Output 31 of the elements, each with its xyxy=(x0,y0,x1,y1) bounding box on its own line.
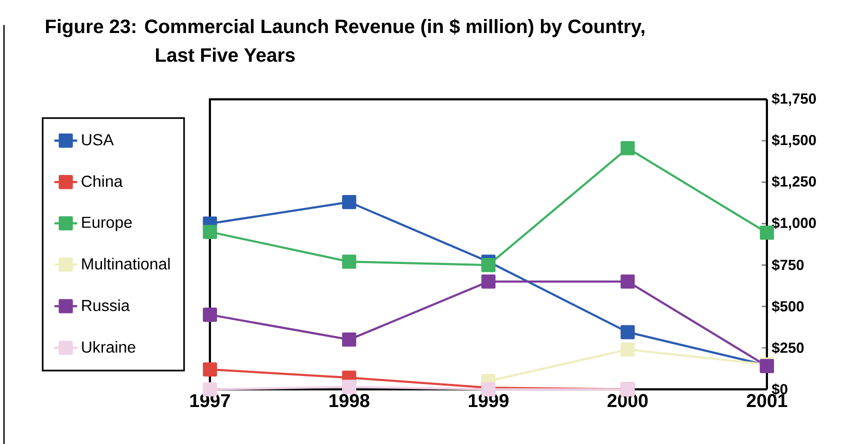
point xyxy=(481,274,496,289)
point xyxy=(342,332,356,347)
legend-label: Multinational xyxy=(82,258,170,270)
y-tick-label: $1,000 xyxy=(772,217,816,230)
legend-label: China xyxy=(82,175,123,187)
point xyxy=(620,141,635,156)
legend-label: Russia xyxy=(82,299,130,312)
y-tick-label: $0 xyxy=(772,383,788,396)
y-tick-label: $1,500 xyxy=(772,134,816,148)
y-tick-label: $250 xyxy=(772,342,804,354)
point xyxy=(620,342,635,357)
point xyxy=(620,325,635,340)
point xyxy=(342,254,356,269)
point xyxy=(342,380,356,394)
legend-label: Ukraine xyxy=(82,341,136,353)
y-tick-label: $1,750 xyxy=(772,92,816,106)
point xyxy=(202,362,217,376)
legend-label: Europe xyxy=(82,216,132,232)
point xyxy=(620,274,635,289)
y-tick-label: $500 xyxy=(772,300,804,312)
point xyxy=(481,258,496,272)
point xyxy=(342,194,356,210)
point xyxy=(202,224,217,239)
chart-title: Figure 23: Commercial Launch Revenue (in $ million) by Country, xyxy=(46,18,644,38)
chart-subtitle: Last Five Years xyxy=(156,48,295,62)
legend-label: USA xyxy=(82,134,114,146)
x-tick-label: 1998 xyxy=(330,394,370,408)
x-tick-label: 2001 xyxy=(746,394,788,408)
y-tick-label: $1,250 xyxy=(772,176,816,189)
point xyxy=(202,308,217,322)
y-tick-label: $750 xyxy=(772,259,804,272)
